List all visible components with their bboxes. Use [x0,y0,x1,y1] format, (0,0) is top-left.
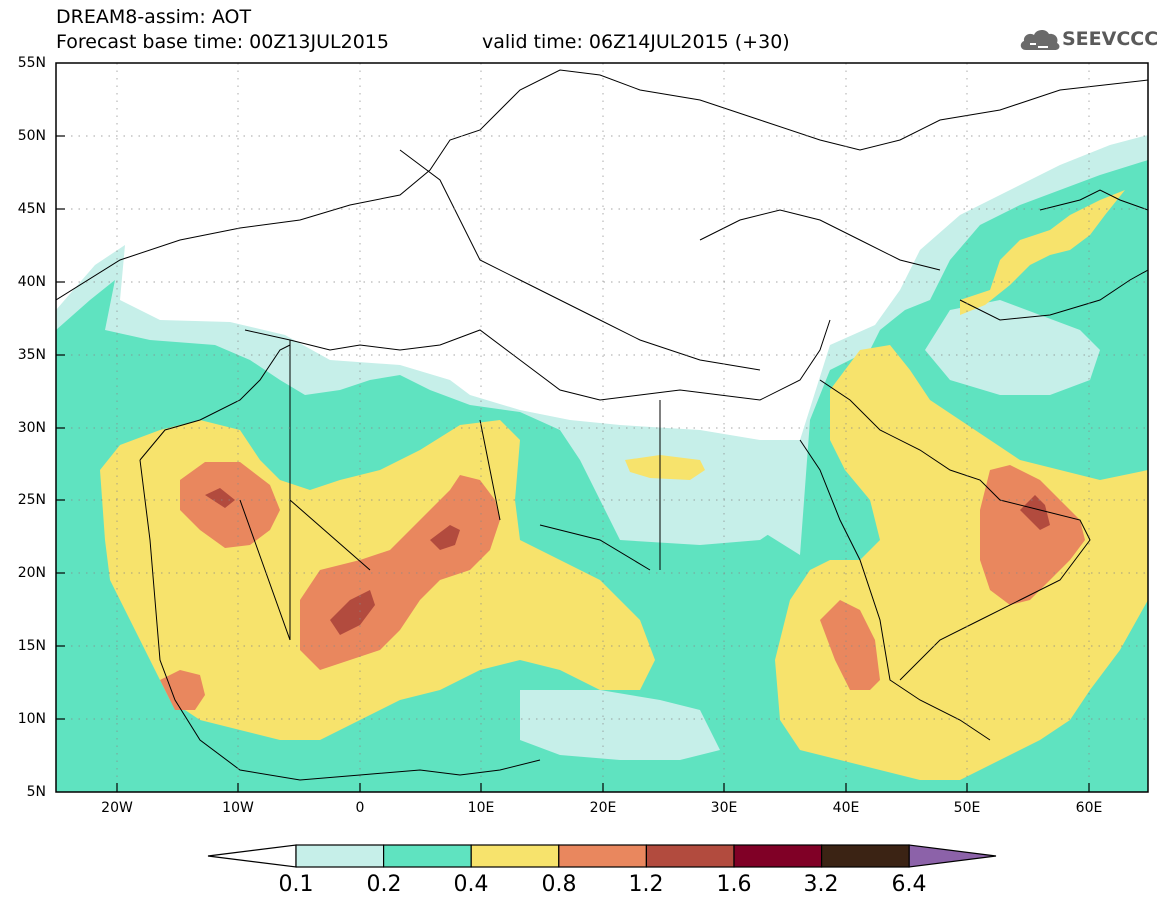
lat-label-5n: 5N [26,784,46,800]
lat-label-55n: 55N [17,55,46,71]
colorbar-label-1-2: 1.2 [628,872,664,897]
lat-label-45n: 45N [17,201,46,217]
lat-label-50n: 50N [17,128,46,144]
lon-label-30e: 30E [710,800,738,816]
lon-label-0: 0 [355,800,365,816]
lat-label-10n: 10N [17,711,46,727]
lat-label-35n: 35N [17,347,46,363]
colorbar-label-3-2: 3.2 [803,872,839,897]
colorbar-label-0-8: 0.8 [541,872,577,897]
map-title: DREAM8-assim: AOT [56,6,252,28]
colorbar-label-0-2: 0.2 [366,872,402,897]
logo-text: SEEVCCC [1062,28,1159,50]
lat-label-30n: 30N [17,420,46,436]
colorbar-label-0-4: 0.4 [453,872,489,897]
colorbar-label-6-4: 6.4 [891,872,927,897]
lat-label-15n: 15N [17,638,46,654]
lon-label-40e: 40E [832,800,860,816]
lat-label-40n: 40N [17,274,46,290]
lat-label-25n: 25N [17,492,46,508]
seevccc-logo: SEEVCCC [1018,24,1158,56]
colorbar-label-1-6: 1.6 [716,872,752,897]
forecast-base-time: Forecast base time: 00Z13JUL2015 [56,31,389,53]
lon-label-60e: 60E [1075,800,1103,816]
colorbar-label-0-1: 0.1 [278,872,314,897]
lon-label-50e: 50E [953,800,981,816]
valid-time: valid time: 06Z14JUL2015 (+30) [482,31,790,53]
lon-label-10w: 10W [222,800,254,816]
lat-label-20n: 20N [17,565,46,581]
lon-label-20e: 20E [589,800,617,816]
cloud-logo-icon [1020,29,1060,50]
lon-label-20w: 20W [101,800,133,816]
lon-label-10e: 10E [467,800,495,816]
